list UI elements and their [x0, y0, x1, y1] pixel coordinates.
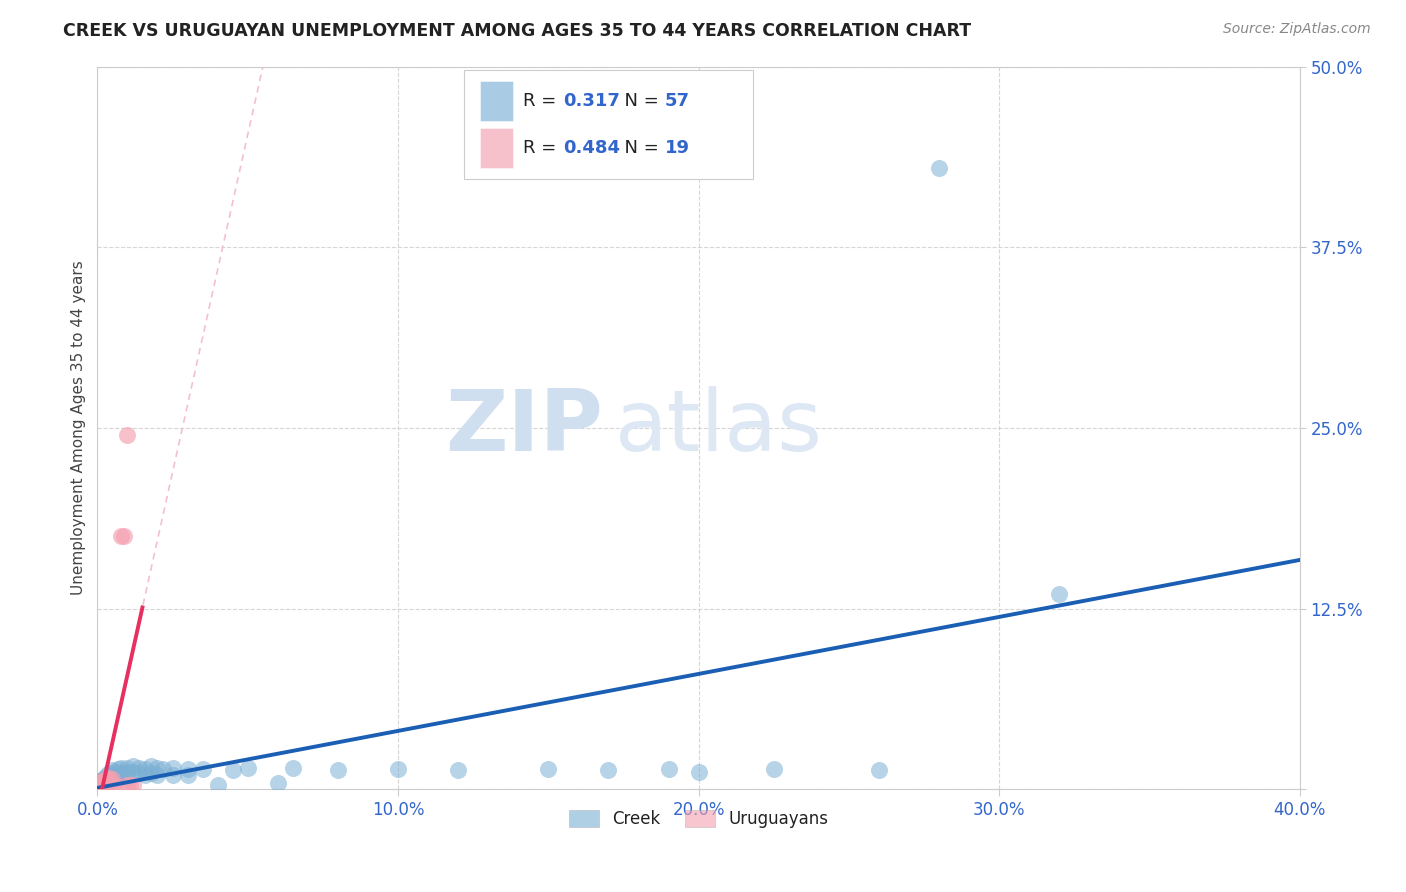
Point — [221, 764, 243, 778]
Point — [104, 769, 127, 783]
Text: 19: 19 — [665, 138, 690, 157]
Point — [146, 768, 169, 782]
Text: 0.484: 0.484 — [562, 138, 620, 157]
Text: 57: 57 — [665, 92, 690, 110]
Point — [89, 778, 111, 792]
Point — [141, 766, 163, 780]
Text: R =: R = — [523, 138, 562, 157]
Point — [93, 778, 115, 792]
Point — [128, 760, 150, 774]
Point — [207, 778, 229, 792]
Point — [101, 778, 124, 792]
Point — [107, 772, 129, 786]
Point — [141, 759, 163, 773]
Point — [134, 762, 156, 776]
Point — [120, 778, 142, 792]
Point — [107, 762, 129, 776]
Point — [96, 772, 118, 786]
FancyBboxPatch shape — [464, 70, 752, 178]
Point — [96, 772, 118, 786]
Point — [98, 771, 121, 785]
Point — [98, 766, 121, 780]
Point — [98, 775, 121, 789]
Point — [128, 766, 150, 780]
Point — [89, 775, 111, 789]
Point — [98, 773, 121, 788]
Point — [110, 766, 132, 780]
Point — [117, 764, 139, 779]
Text: R =: R = — [523, 92, 562, 110]
Point — [762, 762, 785, 776]
Y-axis label: Unemployment Among Ages 35 to 44 years: Unemployment Among Ages 35 to 44 years — [72, 260, 86, 595]
Point — [134, 768, 156, 782]
Point — [93, 775, 115, 789]
Point — [98, 771, 121, 785]
FancyBboxPatch shape — [479, 128, 513, 168]
Text: CREEK VS URUGUAYAN UNEMPLOYMENT AMONG AGES 35 TO 44 YEARS CORRELATION CHART: CREEK VS URUGUAYAN UNEMPLOYMENT AMONG AG… — [63, 22, 972, 40]
Point — [96, 775, 118, 789]
Point — [96, 769, 118, 783]
Point — [89, 776, 111, 790]
Point — [387, 762, 409, 776]
Point — [101, 768, 124, 782]
Point — [146, 760, 169, 774]
Point — [152, 762, 174, 776]
Point — [928, 161, 950, 175]
Point — [93, 776, 115, 790]
Point — [162, 768, 184, 782]
Point — [122, 764, 145, 779]
Point — [688, 764, 710, 779]
Point — [281, 760, 304, 774]
Point — [447, 764, 470, 778]
Point — [236, 760, 259, 774]
Text: 0.317: 0.317 — [562, 92, 620, 110]
Text: Source: ZipAtlas.com: Source: ZipAtlas.com — [1223, 22, 1371, 37]
FancyBboxPatch shape — [479, 81, 513, 121]
Point — [89, 773, 111, 788]
Point — [104, 764, 127, 779]
Point — [104, 778, 127, 792]
Text: ZIP: ZIP — [444, 386, 602, 469]
Point — [96, 776, 118, 790]
Point — [267, 776, 290, 790]
Point — [96, 775, 118, 789]
Point — [101, 764, 124, 778]
Point — [110, 760, 132, 774]
Point — [868, 764, 890, 778]
Point — [112, 529, 135, 543]
Point — [101, 772, 124, 786]
Text: N =: N = — [613, 92, 665, 110]
Point — [598, 764, 620, 778]
Point — [117, 760, 139, 774]
Text: atlas: atlas — [614, 386, 823, 469]
Point — [1047, 587, 1070, 601]
Point — [93, 772, 115, 786]
Point — [326, 764, 349, 778]
Point — [117, 771, 139, 785]
Point — [117, 778, 139, 792]
Point — [122, 778, 145, 792]
Point — [537, 762, 560, 776]
Point — [89, 776, 111, 790]
Point — [107, 768, 129, 782]
Point — [162, 760, 184, 774]
Point — [93, 773, 115, 788]
Point — [101, 772, 124, 786]
Point — [122, 759, 145, 773]
Point — [117, 428, 139, 442]
Legend: Creek, Uruguayans: Creek, Uruguayans — [562, 804, 835, 835]
Text: N =: N = — [613, 138, 665, 157]
Point — [110, 529, 132, 543]
Point — [657, 762, 679, 776]
Point — [176, 768, 198, 782]
Point — [93, 775, 115, 789]
Point — [176, 762, 198, 776]
Point — [191, 762, 214, 776]
